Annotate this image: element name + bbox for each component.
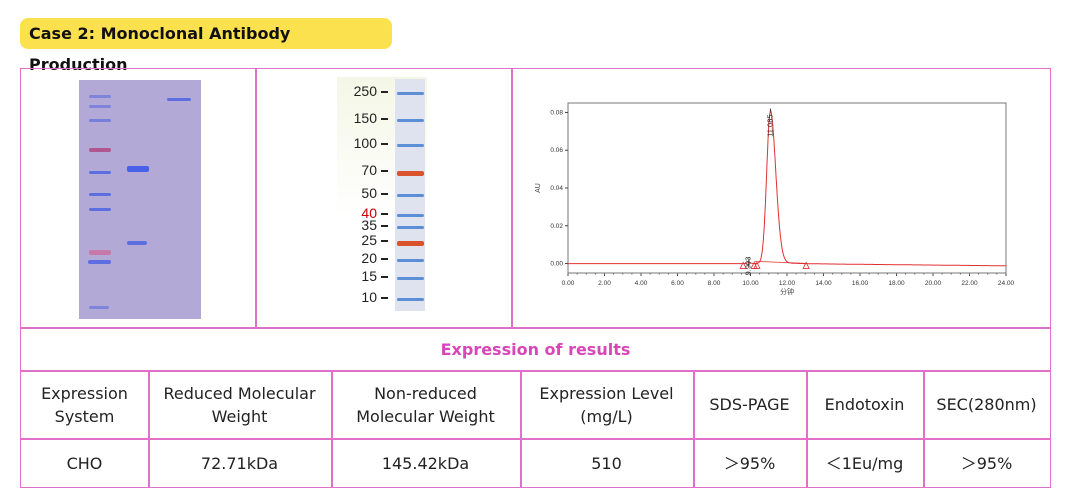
ladder-band [397, 241, 424, 246]
integration-marker [802, 261, 810, 269]
ladder-label: 70 [361, 162, 377, 178]
ladder-label: 100 [353, 135, 377, 151]
divider [21, 327, 1050, 329]
integration-marker [739, 261, 747, 269]
ladder-band [397, 298, 424, 301]
ladder-tick [381, 276, 388, 278]
y-tick-label: 0.08 [550, 109, 563, 116]
divider [331, 370, 333, 487]
ladder-band [397, 119, 424, 122]
sds-page-gel-image [79, 80, 201, 319]
divider [520, 370, 522, 487]
plot-frame [567, 102, 1007, 274]
divider [21, 370, 1050, 372]
results-heading: Expression of results [440, 339, 631, 359]
y-tick-label: 0.04 [550, 185, 563, 192]
case-title: Case 2: Monoclonal Antibody Production [20, 18, 392, 74]
y-tick-label: 0.06 [550, 147, 563, 154]
ladder-band [397, 277, 424, 280]
column-header: Expression Level (mg/L) [539, 383, 674, 426]
ladder-tick [381, 170, 388, 172]
ladder-band [397, 194, 424, 197]
ladder-tick [381, 193, 388, 195]
ladder-tick [381, 225, 388, 227]
x-tick-label: 16.00 [852, 280, 869, 287]
results-table: 250 150 100 70 50 40 35 25 20 15 10 0.00 2.00 4.00 6.… [20, 68, 1051, 488]
integration-marker [753, 261, 761, 269]
x-tick-label: 12.00 [779, 280, 796, 287]
ladder-band [397, 214, 424, 217]
ladder-label: 50 [361, 185, 377, 201]
ladder-label: 150 [353, 110, 377, 126]
column-header: Expression System [41, 383, 128, 426]
divider [923, 370, 925, 487]
x-tick-label: 4.00 [635, 280, 648, 287]
x-tick-label: 0.00 [562, 280, 575, 287]
ladder-label: 35 [361, 217, 377, 233]
ladder-label: 40 [361, 205, 377, 221]
ladder-band [397, 259, 424, 262]
ladder-tick [381, 297, 388, 299]
chromatogram-trace [568, 108, 1006, 267]
table-cell: 145.42kDa [381, 453, 470, 473]
ladder-band [397, 226, 424, 229]
column-header: SDS-PAGE [709, 395, 790, 414]
table-cell: 72.71kDa [200, 453, 279, 473]
divider [693, 370, 695, 487]
sec-chromatogram: 0.00 2.00 4.00 6.00 8.00 10.00 12.00 14.00 16.00… [535, 102, 1015, 296]
ladder-tick [381, 143, 388, 145]
x-tick-label: 8.00 [708, 280, 721, 287]
divider [255, 69, 257, 327]
x-tick-label: 10.00 [742, 280, 759, 287]
peak-label: 9.903 [744, 257, 753, 276]
column-header: Reduced Molecular Weight [163, 383, 316, 426]
divider [21, 438, 1050, 440]
ladder-label: 10 [361, 289, 377, 305]
x-tick-label: 6.00 [671, 280, 684, 287]
table-cell: 510 [591, 453, 622, 473]
divider [148, 370, 150, 487]
x-tick-label: 22.00 [961, 280, 978, 287]
column-header: SEC(280nm) [936, 395, 1037, 414]
table-cell: ＞95% [723, 453, 776, 473]
table-cell: ＜1Eu/mg [825, 453, 904, 473]
ladder-label: 15 [361, 268, 377, 284]
ladder-label: 250 [353, 83, 377, 99]
y-tick-label: 0.02 [550, 223, 563, 230]
ladder-tick [381, 240, 388, 242]
baseline [754, 260, 807, 264]
ladder-band [397, 144, 424, 147]
table-cell: CHO [66, 453, 103, 473]
peak-label: 11.085 [765, 114, 774, 136]
ladder-tick [381, 91, 388, 93]
ladder-lane [395, 79, 425, 311]
y-tick-label: 0.00 [550, 261, 563, 268]
y-axis-label: AU [535, 183, 542, 193]
x-tick-label: 2.00 [598, 280, 611, 287]
ladder-tick [381, 258, 388, 260]
ladder-label: 20 [361, 250, 377, 266]
ladder-tick [381, 213, 388, 215]
x-tick-label: 18.00 [888, 280, 905, 287]
x-tick-label: 24.00 [998, 280, 1015, 287]
ladder-label: 25 [361, 232, 377, 248]
ladder-band [397, 171, 424, 176]
table-cell: ＞95% [960, 453, 1013, 473]
divider [511, 69, 513, 327]
ladder-band [397, 92, 424, 95]
x-tick-label: 14.00 [815, 280, 832, 287]
x-tick-label: 20.00 [925, 280, 942, 287]
column-header: Endotoxin [824, 395, 905, 414]
protein-ladder-image: 250 150 100 70 50 40 35 25 20 15 10 [337, 77, 427, 313]
x-axis-label: 分钟 [780, 287, 794, 296]
ladder-tick [381, 118, 388, 120]
column-header: Non-reduced Molecular Weight [356, 383, 495, 426]
divider [806, 370, 808, 487]
